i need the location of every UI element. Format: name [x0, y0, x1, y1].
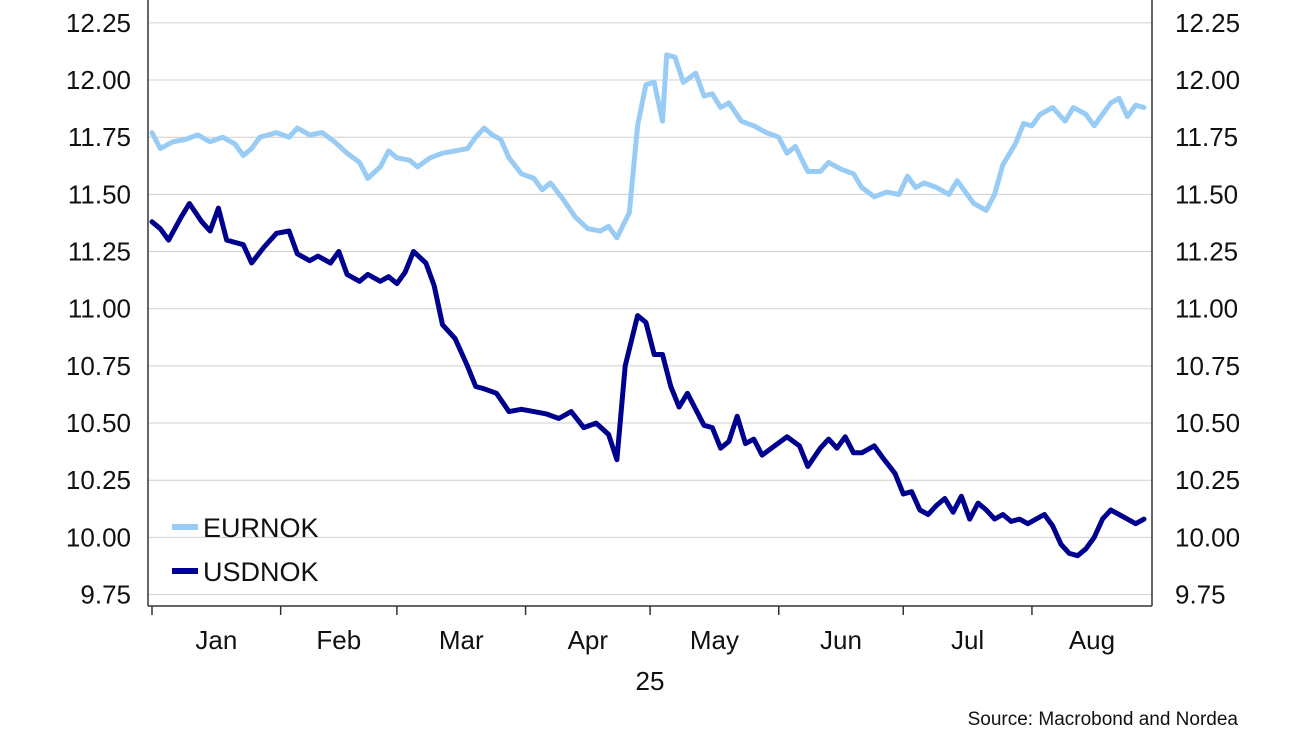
x-tick-label: May [690, 625, 739, 655]
y-axis-right: 12.25 12.00 11.75 11.50 11.25 11.00 10.75 10.50… [1175, 8, 1240, 610]
y-tick-label-left: 9.75 [80, 580, 131, 610]
y-tick-label-right: 11.50 [1175, 179, 1238, 209]
y-tick-label-right: 12.25 [1175, 8, 1240, 38]
y-tick-label-right: 10.75 [1175, 351, 1240, 381]
x-axis-title: 25 [636, 666, 665, 696]
y-tick-label-right: 11.75 [1175, 122, 1238, 152]
gridlines [148, 22, 1152, 596]
y-tick-label-left: 12.00 [66, 65, 131, 95]
x-tick-label: Jul [951, 625, 984, 655]
y-tick-label-right: 10.50 [1175, 408, 1240, 438]
series-lines [149, 52, 1147, 559]
x-tick-label: Mar [439, 625, 484, 655]
y-tick-label-left: 10.00 [66, 522, 131, 552]
y-tick-label-right: 10.00 [1175, 522, 1240, 552]
x-tick-label: Apr [568, 625, 609, 655]
y-tick-label-right: 9.75 [1175, 580, 1226, 610]
y-tick-label-left: 10.25 [66, 465, 131, 495]
legend: EURNOK USDNOK [172, 513, 319, 587]
y-tick-label-right: 10.25 [1175, 465, 1240, 495]
y-tick-label-left: 10.50 [66, 408, 131, 438]
y-tick-label-left: 11.00 [68, 294, 131, 324]
y-tick-label-right: 11.00 [1175, 294, 1238, 324]
y-axis-left: 12.25 12.00 11.75 11.50 11.25 11.00 10.75 10.50… [66, 8, 131, 610]
source-note: Source: Macrobond and Nordea [967, 709, 1238, 730]
x-tick-label: Jun [820, 625, 862, 655]
x-tick-label: Aug [1069, 625, 1115, 655]
y-tick-label-left: 12.25 [66, 8, 131, 38]
series-line-usdnok [149, 201, 1147, 559]
y-tick-label-left: 11.75 [68, 122, 131, 152]
series-line-eurnok [149, 52, 1147, 241]
y-tick-label-left: 11.50 [68, 179, 131, 209]
axes [147, 0, 1153, 615]
x-axis: Jan Feb Mar Apr May Jun Jul Aug [195, 625, 1115, 655]
x-tick-label: Jan [195, 625, 237, 655]
y-tick-label-left: 10.75 [66, 351, 131, 381]
x-tick-label: Feb [316, 625, 361, 655]
legend-label-usdnok: USDNOK [203, 557, 319, 587]
legend-label-eurnok: EURNOK [203, 513, 319, 543]
y-tick-label-left: 11.25 [68, 237, 131, 267]
y-tick-label-right: 11.25 [1175, 237, 1238, 267]
y-tick-label-right: 12.00 [1175, 65, 1240, 95]
